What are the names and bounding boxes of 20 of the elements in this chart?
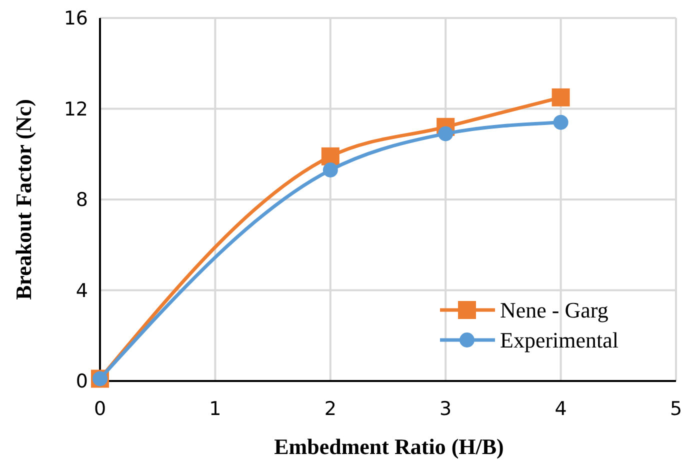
y-tick-label: 16 [64, 8, 88, 30]
y-axis-title: Breakout Factor (Nc) [11, 99, 36, 300]
y-tick-label: 8 [76, 189, 88, 212]
x-tick-label: 3 [440, 398, 452, 420]
point [438, 126, 454, 142]
x-tick-label: 4 [554, 398, 567, 420]
y-tick-label: 4 [76, 280, 88, 302]
x-tick-label: 2 [324, 398, 336, 420]
y-tick-label: 0 [76, 370, 88, 393]
x-tick-label: 5 [670, 398, 682, 420]
legend-label: Nene - Garg [500, 298, 608, 323]
point [552, 88, 570, 106]
legend-label: Experimental [500, 328, 619, 353]
y-tick-label: 12 [64, 98, 88, 120]
point [321, 147, 340, 166]
x-axis-title: Embedment Ratio (H/B) [274, 434, 504, 459]
point [553, 114, 568, 130]
point [322, 162, 338, 178]
x-tick-label: 0 [94, 398, 106, 420]
x-tick-label: 1 [209, 398, 222, 420]
